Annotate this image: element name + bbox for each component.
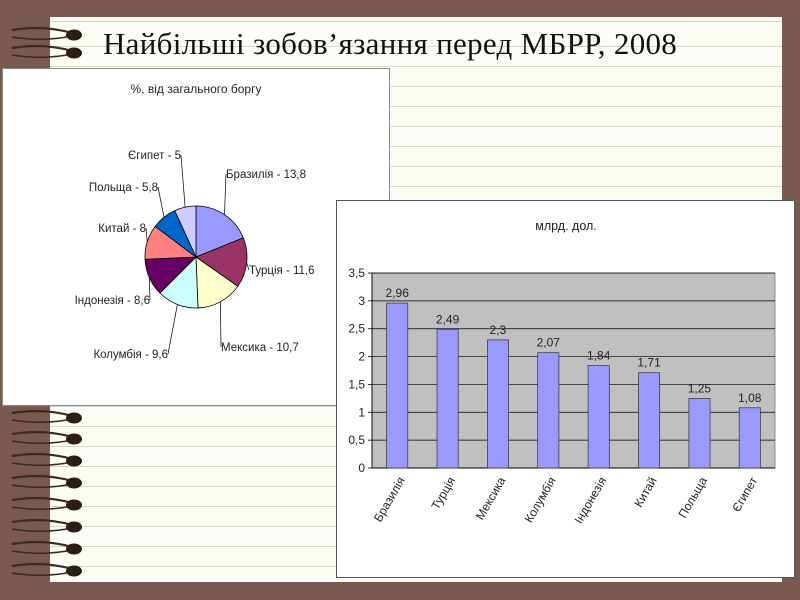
pie-chart-canvas: %, від загального боргу Бразилія - 13,8 Ту… [75, 82, 315, 361]
binding-hole [66, 499, 82, 511]
pie-leader-line [224, 173, 227, 215]
binding-ring-shadow [11, 439, 73, 445]
x-tick-label: Індонезія [572, 475, 610, 526]
bar [487, 339, 509, 469]
x-tick-label: Єгипет [729, 474, 760, 514]
binding-ring-shadow [11, 53, 73, 59]
bar [386, 302, 409, 469]
binding-hole [66, 455, 82, 467]
pie-slice-label: Колумбія - 9,6 [93, 349, 168, 361]
bar [587, 365, 610, 469]
bar-value-label: 1,84 [587, 349, 611, 363]
bar [738, 407, 761, 469]
y-tick-label: 1,5 [348, 377, 365, 391]
binding-ring [11, 496, 73, 505]
binding-hole [66, 477, 82, 489]
bar-value-label: 1,71 [637, 356, 661, 370]
x-tick-label: Польща [675, 474, 710, 520]
bar [436, 328, 459, 469]
binding-ring [11, 409, 73, 418]
pie-slice-label: Турція - 11,6 [249, 265, 315, 277]
binding-ring-shadow [11, 483, 73, 489]
y-tick-label: 3 [358, 294, 365, 308]
y-tick-label: 2 [358, 350, 365, 364]
binding-ring-shadow [11, 571, 73, 577]
pie-leader-line [220, 301, 222, 348]
pie-leader-line [148, 277, 151, 301]
y-tick-label: 0,5 [348, 433, 365, 447]
x-tick-label: Мексика [473, 474, 509, 522]
bar-value-label: 2,96 [386, 286, 410, 300]
binding-ring [11, 44, 73, 53]
y-tick-label: 2,5 [348, 322, 365, 336]
bar-chart-title: млрд. дол. [535, 219, 597, 233]
binding-ring-shadow [11, 418, 73, 424]
pie-chart: %, від загального боргу Бразилія - 13,8 Ту… [2, 68, 390, 406]
pie-slice [195, 237, 248, 287]
pie-slice-label: Бразилія - 13,8 [226, 169, 306, 181]
binding-ring [11, 518, 73, 527]
y-tick-label: 0 [358, 461, 365, 475]
pie-slice-label: Китай - 8 [98, 223, 146, 235]
binding-ring [11, 474, 73, 483]
bar-chart: млрд. дол. 0 0,5 1 1,5 2 2,5 3 3,5 2,96 Бразилія 2,… [336, 200, 795, 578]
pie-slice-label: Єгипет - 5 [128, 150, 181, 162]
bar [537, 352, 560, 469]
pie-leader-line [246, 262, 250, 271]
spiral-binding [11, 26, 82, 577]
plot-area [371, 272, 776, 469]
x-tick-label: Турція [428, 475, 458, 513]
bar [688, 398, 711, 469]
binding-ring-shadow [11, 549, 73, 555]
bar-value-label: 2,07 [537, 336, 561, 350]
slide-title: Найбільші зобов’язання перед МБРР, 2008 [103, 26, 678, 61]
binding-ring-shadow [11, 505, 73, 511]
binding-ring [11, 562, 73, 571]
pie-slice [195, 205, 244, 258]
binding-ring-shadow [11, 527, 73, 533]
binding-ring [11, 26, 73, 35]
pie-slice-label: Мексика - 10,7 [221, 342, 299, 354]
binding-ring [11, 452, 73, 461]
bar-value-label: 2,49 [436, 312, 460, 326]
bar-value-label: 1,08 [738, 391, 762, 405]
bar-chart-canvas: млрд. дол. 0 0,5 1 1,5 2 2,5 3 3,5 2,96 Бразилія 2,… [348, 219, 776, 526]
y-tick-label: 3,5 [348, 266, 365, 280]
binding-hole [66, 29, 82, 41]
binding-ring [11, 540, 73, 549]
binding-ring-shadow [11, 461, 73, 467]
pie-title: %, від загального боргу [131, 82, 262, 96]
pie-slice-label: Польща - 5,8 [89, 182, 158, 194]
binding-hole [66, 47, 82, 59]
y-tick-label: 1 [358, 405, 365, 419]
pie-slice-label: Індонезія - 8,6 [75, 295, 150, 307]
binding-hole [66, 412, 82, 424]
bar-value-label: 2,3 [490, 323, 507, 337]
x-tick-label: Бразилія [371, 475, 408, 525]
binding-hole [66, 543, 82, 555]
binding-hole [66, 521, 82, 533]
pie-leader-line [167, 304, 178, 355]
pie-leader-line [157, 186, 165, 218]
pie-leader-line [180, 154, 186, 208]
binding-ring-shadow [11, 35, 73, 41]
x-tick-label: Китай [631, 475, 659, 510]
bar [638, 372, 661, 469]
binding-hole [66, 565, 82, 577]
binding-ring [11, 430, 73, 439]
bar-value-label: 1,25 [688, 381, 712, 395]
binding-hole [66, 433, 82, 445]
x-tick-label: Колумбія [522, 475, 559, 526]
pie-leader-line [145, 227, 148, 243]
